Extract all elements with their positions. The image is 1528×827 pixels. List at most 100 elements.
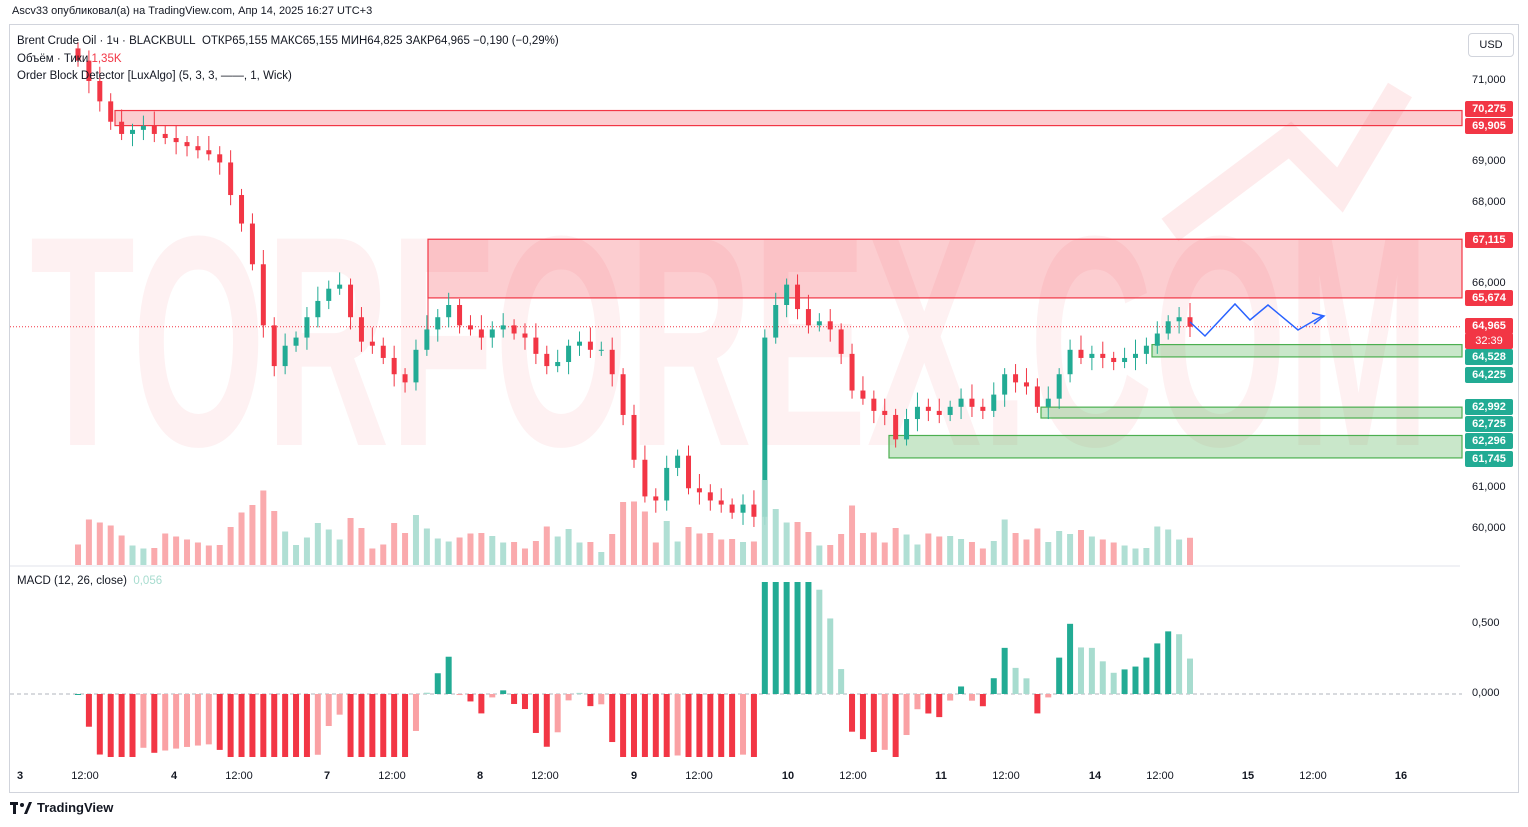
candle-body: [849, 353, 855, 391]
candle-body: [1154, 333, 1160, 346]
candle-body: [522, 333, 528, 338]
order-block-3: [1151, 343, 1463, 358]
candle-body: [642, 459, 648, 497]
macd-bar: [521, 694, 528, 710]
order-block-5: [888, 434, 1463, 459]
macd-bar: [685, 694, 692, 757]
macd-bar: [652, 694, 659, 757]
macd-bar: [914, 694, 921, 710]
macd-bar: [336, 694, 343, 715]
candle-body: [249, 223, 255, 265]
volume-bar: [587, 542, 594, 565]
order-block-1: [114, 109, 1463, 127]
volume-bar: [194, 542, 201, 565]
macd-bar: [1088, 647, 1095, 694]
volume-label[interactable]: Объём · Тики: [17, 53, 89, 65]
candle-body: [969, 398, 975, 407]
candle-body: [206, 150, 212, 155]
volume-bar: [543, 526, 550, 565]
y-tick: 60,000: [1472, 522, 1506, 534]
macd-bar: [347, 694, 354, 757]
macd-bar: [805, 582, 812, 694]
candle-body: [282, 345, 288, 367]
macd-bar: [412, 694, 419, 731]
volume-bar: [96, 522, 103, 565]
candle-body: [686, 455, 692, 489]
macd-bar: [1099, 661, 1106, 694]
x-tick: 12:00: [992, 770, 1020, 782]
price-tag-ob4-top: 62,992: [1465, 399, 1513, 415]
volume-bar: [107, 525, 114, 565]
macd-bar: [903, 694, 910, 736]
candle-body: [511, 325, 517, 334]
macd-bar: [947, 694, 954, 701]
candle-body: [260, 264, 266, 326]
volume-bar: [325, 529, 332, 565]
x-tick: 8: [476, 770, 484, 782]
macd-bar: [129, 694, 136, 757]
candle-body: [566, 345, 572, 363]
legend-indicator-line[interactable]: Order Block Detector [LuxAlgo] (5, 3, 3,…: [17, 70, 292, 82]
macd-bar: [543, 694, 550, 747]
volume-bar: [129, 545, 136, 565]
macd-bar: [925, 694, 932, 714]
volume-bar: [729, 539, 736, 565]
candle-body: [1176, 317, 1182, 322]
macd-bar: [794, 582, 801, 694]
macd-bar: [968, 694, 975, 701]
candle-body: [707, 492, 713, 501]
price-tag-ob3-bottom: 64,225: [1465, 367, 1513, 383]
candle-body: [740, 504, 746, 513]
volume-bar: [827, 545, 834, 565]
volume-bar: [620, 502, 627, 565]
macd-bar: [827, 618, 834, 694]
candle-body: [816, 321, 822, 326]
volume-bar: [958, 539, 965, 565]
candle-body: [991, 394, 997, 411]
macd-label[interactable]: MACD (12, 26, close): [17, 575, 127, 587]
volume-bar: [674, 541, 681, 565]
volume-bar: [412, 515, 419, 565]
macd-bar: [816, 589, 823, 694]
macd-bar: [107, 694, 114, 757]
symbol-name[interactable]: Brent Crude Oil · 1ч · BLACKBULL: [17, 35, 196, 47]
price-tag-ob2-top: 67,115: [1465, 232, 1513, 248]
candle-body: [239, 195, 245, 224]
price-tag-ob4-bottom: 62,725: [1465, 416, 1513, 432]
macd-bar: [1143, 657, 1150, 694]
brand-text: TradingView: [37, 800, 114, 815]
macd-bar: [314, 694, 321, 755]
volume-bar: [1143, 548, 1150, 565]
macd-bar: [958, 686, 965, 694]
candle-body: [304, 317, 310, 338]
candle-body: [1089, 353, 1095, 358]
candle-body: [1023, 382, 1029, 387]
currency-button[interactable]: USD: [1468, 33, 1514, 57]
macd-bar: [140, 694, 147, 748]
candle-body: [860, 390, 866, 399]
macd-bar: [707, 694, 714, 757]
volume-bar: [707, 533, 714, 565]
candle-body: [718, 500, 724, 505]
volume-bar: [947, 536, 954, 565]
volume-bar: [1132, 548, 1139, 565]
macd-bar: [587, 694, 594, 707]
x-tick: 12:00: [839, 770, 867, 782]
macd-bar: [118, 694, 125, 757]
macd-bar: [990, 678, 997, 694]
price-tag-ob1-bottom: 69,905: [1465, 118, 1513, 134]
candle-body: [184, 142, 190, 147]
macd-bar: [151, 694, 158, 753]
x-tick: 3: [16, 770, 24, 782]
tradingview-logo[interactable]: TradingView: [10, 800, 113, 815]
candle-body: [108, 101, 114, 122]
candle-body: [882, 410, 888, 415]
volume-bar: [783, 522, 790, 565]
candle-body: [1013, 374, 1019, 383]
macd-bar: [96, 694, 103, 755]
volume-value: 1,35K: [91, 53, 122, 65]
macd-bar: [293, 694, 300, 757]
volume-bar: [467, 533, 474, 565]
candle-body: [478, 329, 484, 338]
